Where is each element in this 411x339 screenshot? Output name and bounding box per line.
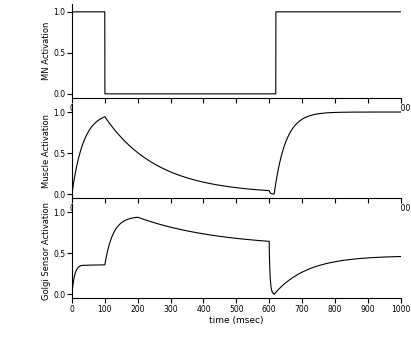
Y-axis label: Golgi Sensor Activation: Golgi Sensor Activation	[42, 202, 51, 300]
Y-axis label: Muscle Activation: Muscle Activation	[42, 114, 51, 188]
X-axis label: time (msec): time (msec)	[209, 316, 263, 325]
Y-axis label: MN Activation: MN Activation	[42, 22, 51, 80]
